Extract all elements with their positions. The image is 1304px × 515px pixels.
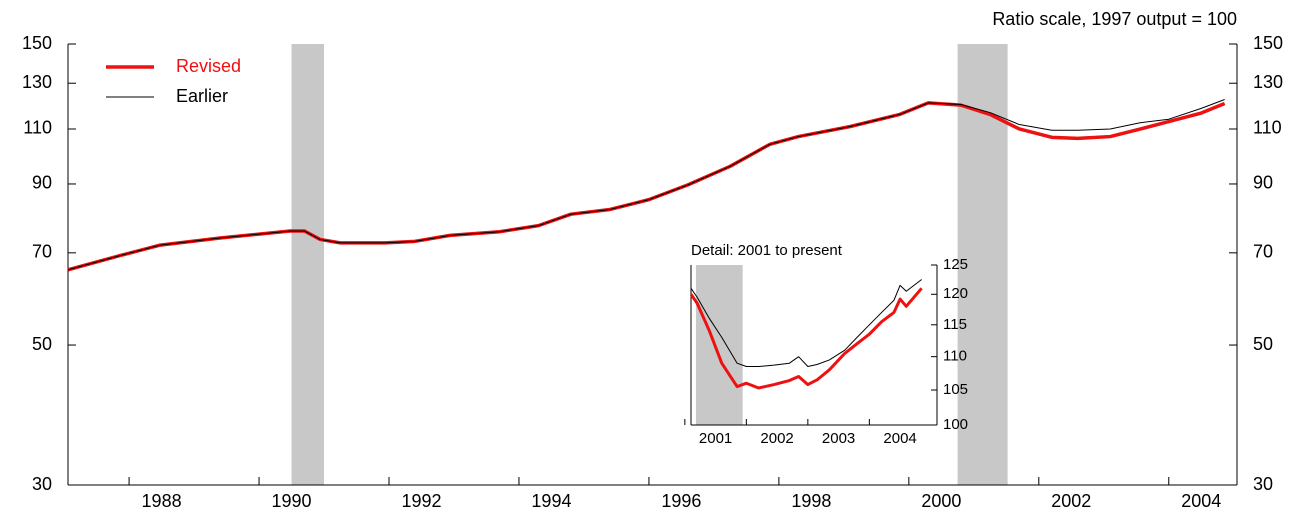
y-tick-label: 130 (22, 72, 52, 92)
legend-label: Revised (176, 56, 241, 76)
x-tick-label: 2000 (921, 491, 961, 511)
x-tick-label: 2001 (699, 430, 732, 447)
chart-subtitle: Ratio scale, 1997 output = 100 (992, 9, 1237, 29)
x-tick-label: 1992 (401, 491, 441, 511)
x-tick-label: 1990 (272, 491, 312, 511)
y-tick-label: 30 (1253, 474, 1273, 494)
x-tick-label: 2002 (1051, 491, 1091, 511)
plot-background (68, 44, 1237, 485)
y-tick-label: 110 (1253, 118, 1282, 138)
y-tick-label: 50 (1253, 334, 1273, 354)
y-tick-label: 50 (32, 334, 52, 354)
x-tick-label: 1998 (791, 491, 831, 511)
y-tick-label: 115 (943, 316, 967, 333)
y-tick-label: 90 (1253, 173, 1273, 193)
series-line (67, 99, 1225, 271)
x-tick-label: 2004 (883, 430, 916, 447)
y-tick-label: 120 (943, 285, 968, 302)
y-tick-label: 90 (32, 173, 52, 193)
y-tick-label: 150 (22, 33, 52, 53)
y-tick-label: 105 (943, 381, 968, 398)
x-tick-label: 2003 (822, 430, 855, 447)
y-tick-label: 110 (23, 118, 52, 138)
series-line (690, 279, 922, 367)
y-tick-label: 70 (32, 242, 52, 262)
x-tick-label: 1988 (142, 491, 182, 511)
y-tick-label: 150 (1253, 33, 1283, 53)
y-tick-label: 70 (1253, 242, 1273, 262)
y-tick-label: 110 (943, 348, 967, 365)
recession-shade (291, 44, 325, 485)
recession-shade (695, 265, 743, 425)
x-tick-label: 1996 (661, 491, 701, 511)
y-tick-label: 125 (943, 256, 968, 273)
x-tick-label: 2002 (760, 430, 793, 447)
inset-title: Detail: 2001 to present (691, 242, 843, 259)
y-tick-label: 30 (32, 474, 52, 494)
y-tick-label: 130 (1253, 72, 1283, 92)
legend-label: Earlier (176, 86, 228, 106)
x-tick-label: 2004 (1181, 491, 1221, 511)
x-tick-label: 1994 (531, 491, 571, 511)
series-line (689, 287, 923, 390)
y-tick-label: 100 (943, 416, 968, 433)
